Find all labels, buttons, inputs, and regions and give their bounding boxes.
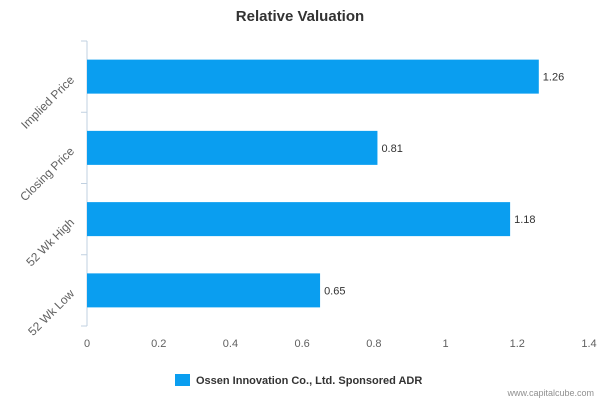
x-tick-label: 1.2 <box>510 338 525 350</box>
data-label: 1.26 <box>543 72 564 84</box>
bar <box>87 202 511 237</box>
x-tick-label: 1.4 <box>581 338 596 350</box>
credit-text: www.capitalcube.com <box>506 388 594 398</box>
bar <box>87 59 539 94</box>
chart-title: Relative Valuation <box>236 8 364 25</box>
bar <box>87 273 321 308</box>
category-label: Closing Price <box>17 144 77 204</box>
x-tick-label: 1 <box>443 338 449 350</box>
category-label: Implied Price <box>18 73 77 132</box>
category-label: 52 Wk High <box>23 215 77 269</box>
x-tick-label: 0.4 <box>223 338 238 350</box>
category-label: 52 Wk Low <box>25 286 77 338</box>
legend: Ossen Innovation Co., Ltd. Sponsored ADR <box>175 374 422 387</box>
data-label: 0.65 <box>324 285 345 297</box>
data-label: 1.18 <box>514 214 535 226</box>
bar <box>87 130 378 165</box>
data-label: 0.81 <box>381 143 402 155</box>
legend-label: Ossen Innovation Co., Ltd. Sponsored ADR <box>196 375 422 387</box>
legend-swatch <box>175 374 190 386</box>
x-tick-label: 0 <box>84 338 90 350</box>
x-tick-label: 0.2 <box>151 338 166 350</box>
x-tick-label: 0.8 <box>366 338 381 350</box>
x-tick-label: 0.6 <box>294 338 309 350</box>
